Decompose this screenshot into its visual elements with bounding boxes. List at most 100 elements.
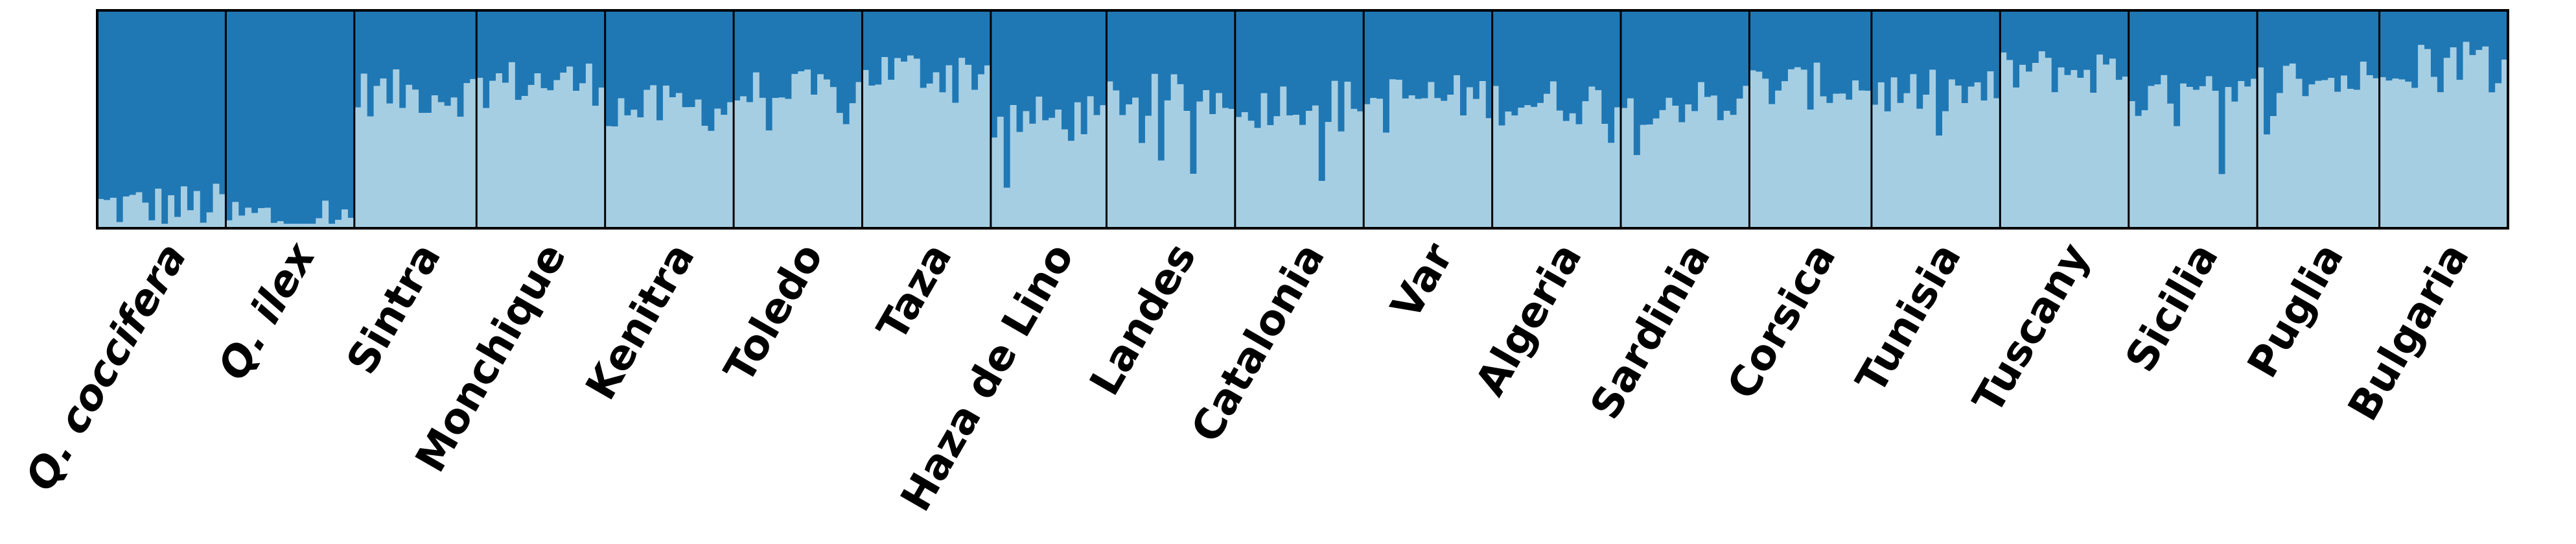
bar-cluster-1 <box>1370 98 1377 228</box>
bar-cluster-2 <box>283 10 291 224</box>
bar-cluster-2 <box>1685 10 1692 105</box>
bar-cluster-1 <box>650 85 657 228</box>
bar-cluster-1 <box>1562 121 1570 228</box>
bar-cluster-1 <box>1363 104 1371 228</box>
bar-cluster-2 <box>347 10 355 219</box>
bar-cluster-2 <box>1787 10 1795 69</box>
bar-cluster-2 <box>1859 10 1866 91</box>
bar-cluster-2 <box>2482 10 2489 47</box>
bar-cluster-1 <box>1859 90 1866 228</box>
bar-cluster-2 <box>1595 10 1602 91</box>
bar-cluster-2 <box>1177 10 1185 84</box>
bar-cluster-2 <box>2418 10 2425 45</box>
bar-cluster-1 <box>2141 110 2149 228</box>
bar-cluster-2 <box>1601 10 1608 124</box>
bar-cluster-1 <box>1505 112 1512 228</box>
bar-cluster-1 <box>875 84 882 228</box>
bar-cluster-1 <box>778 97 786 228</box>
bar-cluster-2 <box>419 10 426 113</box>
bar-cluster-2 <box>1846 10 1853 100</box>
bar-cluster-2 <box>1955 10 1962 86</box>
bar-cluster-1 <box>161 224 168 228</box>
bar-cluster-1 <box>2096 54 2104 228</box>
bar-cluster-2 <box>1877 10 1885 83</box>
bar-cluster-2 <box>560 10 567 73</box>
bar-cluster-1 <box>1325 122 1332 228</box>
bars-group <box>97 10 2509 229</box>
bar-cluster-2 <box>2167 10 2174 104</box>
bar-cluster-2 <box>958 10 966 58</box>
bar-cluster-2 <box>881 10 888 57</box>
bar-cluster-2 <box>1775 10 1782 91</box>
bar-cluster-2 <box>1890 10 1898 78</box>
bar-cluster-1 <box>2405 81 2412 228</box>
bar-cluster-1 <box>1820 96 1828 228</box>
bar-cluster-1 <box>110 198 117 228</box>
bar-cluster-2 <box>585 10 593 64</box>
bar-cluster-2 <box>457 10 465 117</box>
bar-cluster-1 <box>1164 100 1172 228</box>
bar-cluster-1 <box>347 218 355 228</box>
bar-cluster-2 <box>849 10 857 104</box>
bar-cluster-1 <box>424 113 432 228</box>
bar-cluster-2 <box>2006 10 2013 60</box>
bar-cluster-2 <box>1678 10 1686 123</box>
bar-cluster-2 <box>1852 10 1859 81</box>
bar-cluster-2 <box>1241 10 1249 113</box>
bar-cluster-1 <box>669 97 677 228</box>
bar-cluster-1 <box>1704 97 1712 228</box>
bar-cluster-2 <box>2379 10 2387 78</box>
bar-cluster-1 <box>2180 83 2187 228</box>
bar-cluster-1 <box>1144 115 1152 228</box>
bar-cluster-1 <box>926 83 934 228</box>
bar-cluster-1 <box>142 202 149 228</box>
bar-cluster-1 <box>457 116 465 228</box>
bar-cluster-2 <box>1653 10 1660 119</box>
bar-cluster-1 <box>2045 58 2052 228</box>
bar-cluster-2 <box>695 10 702 100</box>
bar-cluster-1 <box>1087 96 1095 228</box>
bar-cluster-1 <box>618 98 625 228</box>
bar-cluster-1 <box>367 116 375 228</box>
bar-cluster-2 <box>1980 10 1988 101</box>
bar-cluster-1 <box>990 137 998 228</box>
bar-cluster-1 <box>1749 70 1756 228</box>
bar-cluster-2 <box>2192 10 2200 90</box>
bar-cluster-1 <box>1498 125 1506 228</box>
bar-cluster-2 <box>1428 10 1435 82</box>
bar-cluster-1 <box>1485 118 1493 228</box>
bar-cluster-2 <box>631 10 638 110</box>
bar-cluster-2 <box>1575 10 1583 124</box>
bar-cluster-2 <box>238 10 246 216</box>
bar-cluster-2 <box>444 10 452 106</box>
bar-cluster-2 <box>232 10 239 202</box>
bar-cluster-1 <box>978 74 985 229</box>
bar-cluster-2 <box>734 10 741 101</box>
bar-cluster-2 <box>1929 10 1936 70</box>
bar-cluster-2 <box>752 10 760 73</box>
bar-cluster-1 <box>1389 79 1397 229</box>
bar-cluster-1 <box>1241 112 1249 228</box>
bar-cluster-1 <box>997 117 1004 228</box>
bar-cluster-2 <box>740 10 747 97</box>
bar-cluster-2 <box>1730 10 1737 115</box>
bar-cluster-2 <box>496 10 503 74</box>
bar-cluster-2 <box>2257 10 2264 68</box>
bar-cluster-1 <box>2122 77 2129 228</box>
bar-cluster-2 <box>2501 10 2509 60</box>
bar-cluster-2 <box>1036 10 1043 97</box>
bar-cluster-2 <box>1100 10 1108 106</box>
bar-cluster-1 <box>830 87 837 228</box>
bar-cluster-1 <box>579 83 586 228</box>
bar-cluster-1 <box>476 78 483 228</box>
bar-cluster-2 <box>508 10 516 62</box>
bar-cluster-2 <box>1447 10 1454 95</box>
bar-cluster-1 <box>1897 102 1905 228</box>
bar-cluster-2 <box>2341 10 2348 76</box>
bar-cluster-1 <box>393 69 400 228</box>
bar-cluster-1 <box>1428 82 1435 228</box>
bar-cluster-2 <box>437 10 445 102</box>
bar-cluster-2 <box>2264 10 2271 135</box>
bar-cluster-1 <box>1312 105 1319 228</box>
bar-cluster-1 <box>1865 91 1872 228</box>
